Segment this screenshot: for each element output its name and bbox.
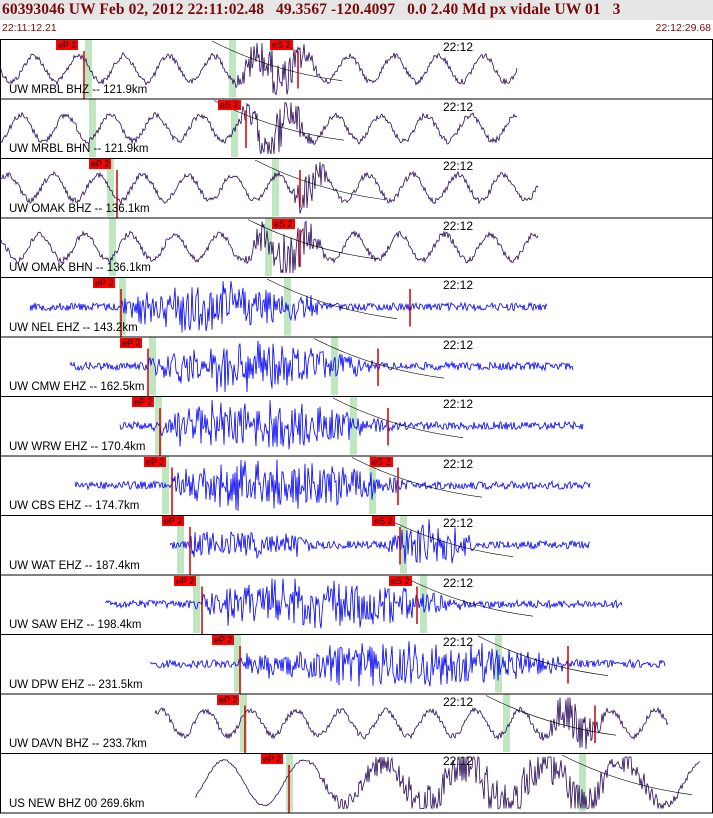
p-window — [109, 218, 116, 276]
s-window — [369, 456, 376, 514]
waveform — [74, 459, 591, 511]
station-panel[interactable] — [0, 693, 713, 754]
station-panel[interactable] — [0, 277, 713, 338]
p-window — [193, 575, 200, 633]
waveform — [169, 519, 591, 564]
travel-time-curve — [477, 635, 609, 676]
panel-frame — [0, 693, 713, 754]
s-window — [272, 159, 279, 217]
station-panel[interactable] — [0, 98, 713, 159]
s-window — [400, 516, 407, 574]
station-panel[interactable] — [0, 634, 713, 695]
station-panel[interactable] — [0, 574, 713, 635]
p-window — [240, 694, 247, 752]
waveform — [0, 161, 539, 214]
waveform — [69, 340, 574, 393]
travel-time-curve — [485, 695, 617, 736]
panel-frame — [0, 574, 713, 635]
station-panel[interactable] — [0, 39, 713, 100]
p-window — [89, 99, 96, 157]
travel-time-curve — [211, 40, 343, 81]
waveform — [0, 102, 518, 155]
s-window — [229, 40, 236, 98]
travel-time-curve — [266, 278, 398, 319]
p-window — [155, 397, 162, 455]
waveform — [29, 280, 548, 333]
p-window — [234, 635, 241, 693]
waveform — [119, 399, 584, 450]
travel-time-curve — [254, 159, 386, 200]
waveform — [104, 578, 623, 629]
station-panel[interactable] — [0, 455, 713, 516]
waveform — [194, 756, 701, 810]
window-start-time: 22:11:12.21 — [2, 22, 57, 34]
waveform — [154, 697, 669, 750]
s-window — [503, 694, 510, 752]
window-end-time: 22:12:29.68 — [655, 22, 711, 34]
s-window — [579, 754, 586, 812]
header-bar: 60393046 UW Feb 02, 2012 22:11:02.48 49.… — [0, 0, 713, 20]
s-window — [350, 397, 357, 455]
panel-frame — [0, 634, 713, 695]
panel-frame — [0, 753, 713, 814]
event-title: 60393046 UW Feb 02, 2012 22:11:02.48 49.… — [2, 1, 621, 18]
station-panel[interactable] — [0, 336, 713, 397]
p-window — [85, 40, 92, 98]
station-panel[interactable] — [0, 515, 713, 576]
station-panel[interactable] — [0, 158, 713, 219]
waveform — [0, 220, 539, 274]
s-window — [331, 337, 338, 395]
waveform — [0, 42, 518, 96]
travel-time-curve — [402, 576, 534, 617]
station-panel[interactable] — [0, 217, 713, 278]
travel-time-curve — [247, 219, 379, 260]
panel-frame — [0, 98, 713, 159]
station-panel[interactable] — [0, 753, 713, 814]
travel-time-curve — [313, 338, 445, 379]
travel-time-curve — [332, 397, 464, 438]
panel-frame — [0, 515, 713, 576]
panel-frame — [0, 217, 713, 278]
waveform — [149, 641, 666, 687]
p-window — [107, 159, 114, 217]
panel-frame — [0, 39, 713, 100]
p-window — [149, 337, 156, 395]
p-window — [119, 278, 126, 336]
travel-time-curve — [561, 754, 693, 795]
travel-time-curve — [351, 457, 483, 498]
station-panel[interactable] — [0, 396, 713, 457]
travel-time-curve — [382, 516, 514, 557]
